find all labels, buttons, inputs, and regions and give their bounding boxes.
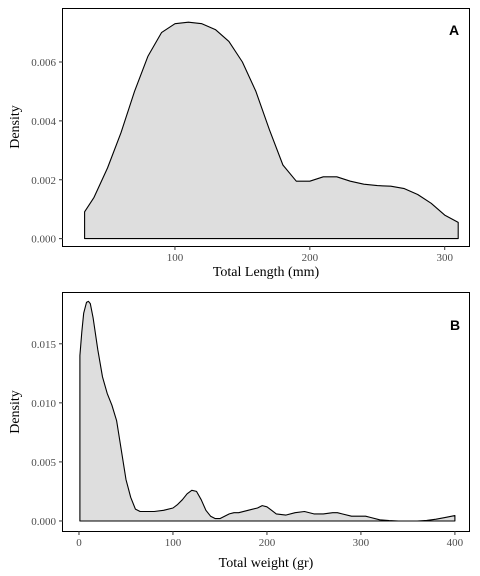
panel-a-plot: 100 200 300 0.000 0.002 0.004 0.006 — [31, 21, 459, 264]
panel-a-y-tick-label-2: 0.004 — [31, 116, 56, 128]
panel-b-tag: B — [450, 317, 460, 333]
panel-a-x-axis-title: Total Length (mm) — [213, 265, 320, 280]
panel-b-x-tick-label-300: 300 — [353, 537, 370, 549]
panel-b-x-axis-title: Total weight (gr) — [219, 556, 314, 571]
panel-b-y-tick-label-0: 0.000 — [31, 516, 56, 528]
panel-b-x-tick-label-200: 200 — [259, 537, 276, 549]
panel-b-frame — [62, 292, 470, 532]
panel-a-tag: A — [449, 22, 459, 38]
panel-a-frame — [62, 8, 470, 247]
panel-a-x-tick-label-300: 300 — [436, 252, 453, 264]
panel-a-y-tick-label-0: 0.000 — [31, 234, 56, 246]
panel-b-x-tick-label-400: 400 — [447, 537, 464, 549]
panel-a-x-tick-label-100: 100 — [167, 252, 184, 264]
panel-b-y-tick-label-3: 0.015 — [31, 339, 56, 351]
panel-b-density-area — [79, 300, 456, 522]
panel-a-y-tick-label-3: 0.006 — [31, 57, 56, 69]
panel-a-y-axis-title: Density — [8, 105, 23, 149]
panel-a-y-tick-label-1: 0.002 — [31, 175, 56, 187]
panel-b-y-tick-label-2: 0.010 — [31, 398, 56, 410]
panel-b-x-tick-label-100: 100 — [165, 537, 182, 549]
panel-b-x-tick-label-0: 0 — [76, 537, 82, 549]
panel-a-total-length: 100 200 300 0.000 0.002 0.004 0.006 A Total Le… — [8, 8, 470, 280]
panel-b-total-weight: 0 100 200 300 400 0.000 0.005 0.010 0.015 B Tota… — [8, 292, 470, 571]
panel-b-y-axis-title: Density — [8, 390, 23, 434]
panel-b-y-tick-label-1: 0.005 — [31, 457, 56, 469]
panel-a-density-area — [84, 21, 459, 240]
panel-a-x-tick-label-200: 200 — [302, 252, 319, 264]
panel-b-plot: 0 100 200 300 400 0.000 0.005 0.010 0.015 — [31, 300, 464, 549]
